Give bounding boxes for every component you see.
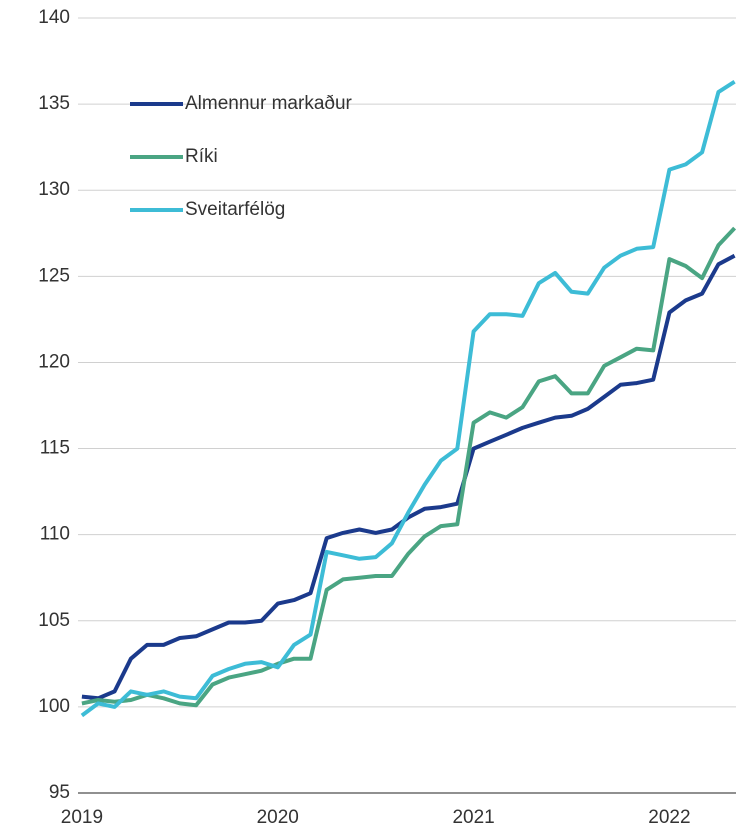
legend-label: Sveitarfélög (185, 199, 285, 220)
y-tick-label: 120 (38, 351, 70, 372)
x-tick-label: 2022 (648, 807, 690, 828)
series-line (80, 80, 736, 718)
y-tick-label: 115 (40, 438, 70, 459)
series-line (81, 226, 736, 708)
series-line (81, 253, 736, 701)
y-tick-label: 130 (38, 179, 70, 200)
y-tick-label: 125 (38, 265, 70, 286)
x-tick-label: 2021 (452, 807, 494, 828)
y-tick-label: 110 (40, 524, 70, 545)
y-tick-label: 105 (38, 610, 70, 631)
x-tick-label: 2019 (61, 807, 103, 828)
legend-label: Ríki (185, 146, 218, 167)
legend-label: Almennur markaður (185, 93, 353, 114)
y-tick-label: 100 (38, 696, 70, 717)
y-tick-label: 135 (38, 93, 70, 114)
y-tick-label: 140 (38, 7, 70, 28)
y-tick-label: 95 (49, 782, 70, 803)
x-tick-label: 2020 (257, 807, 299, 828)
